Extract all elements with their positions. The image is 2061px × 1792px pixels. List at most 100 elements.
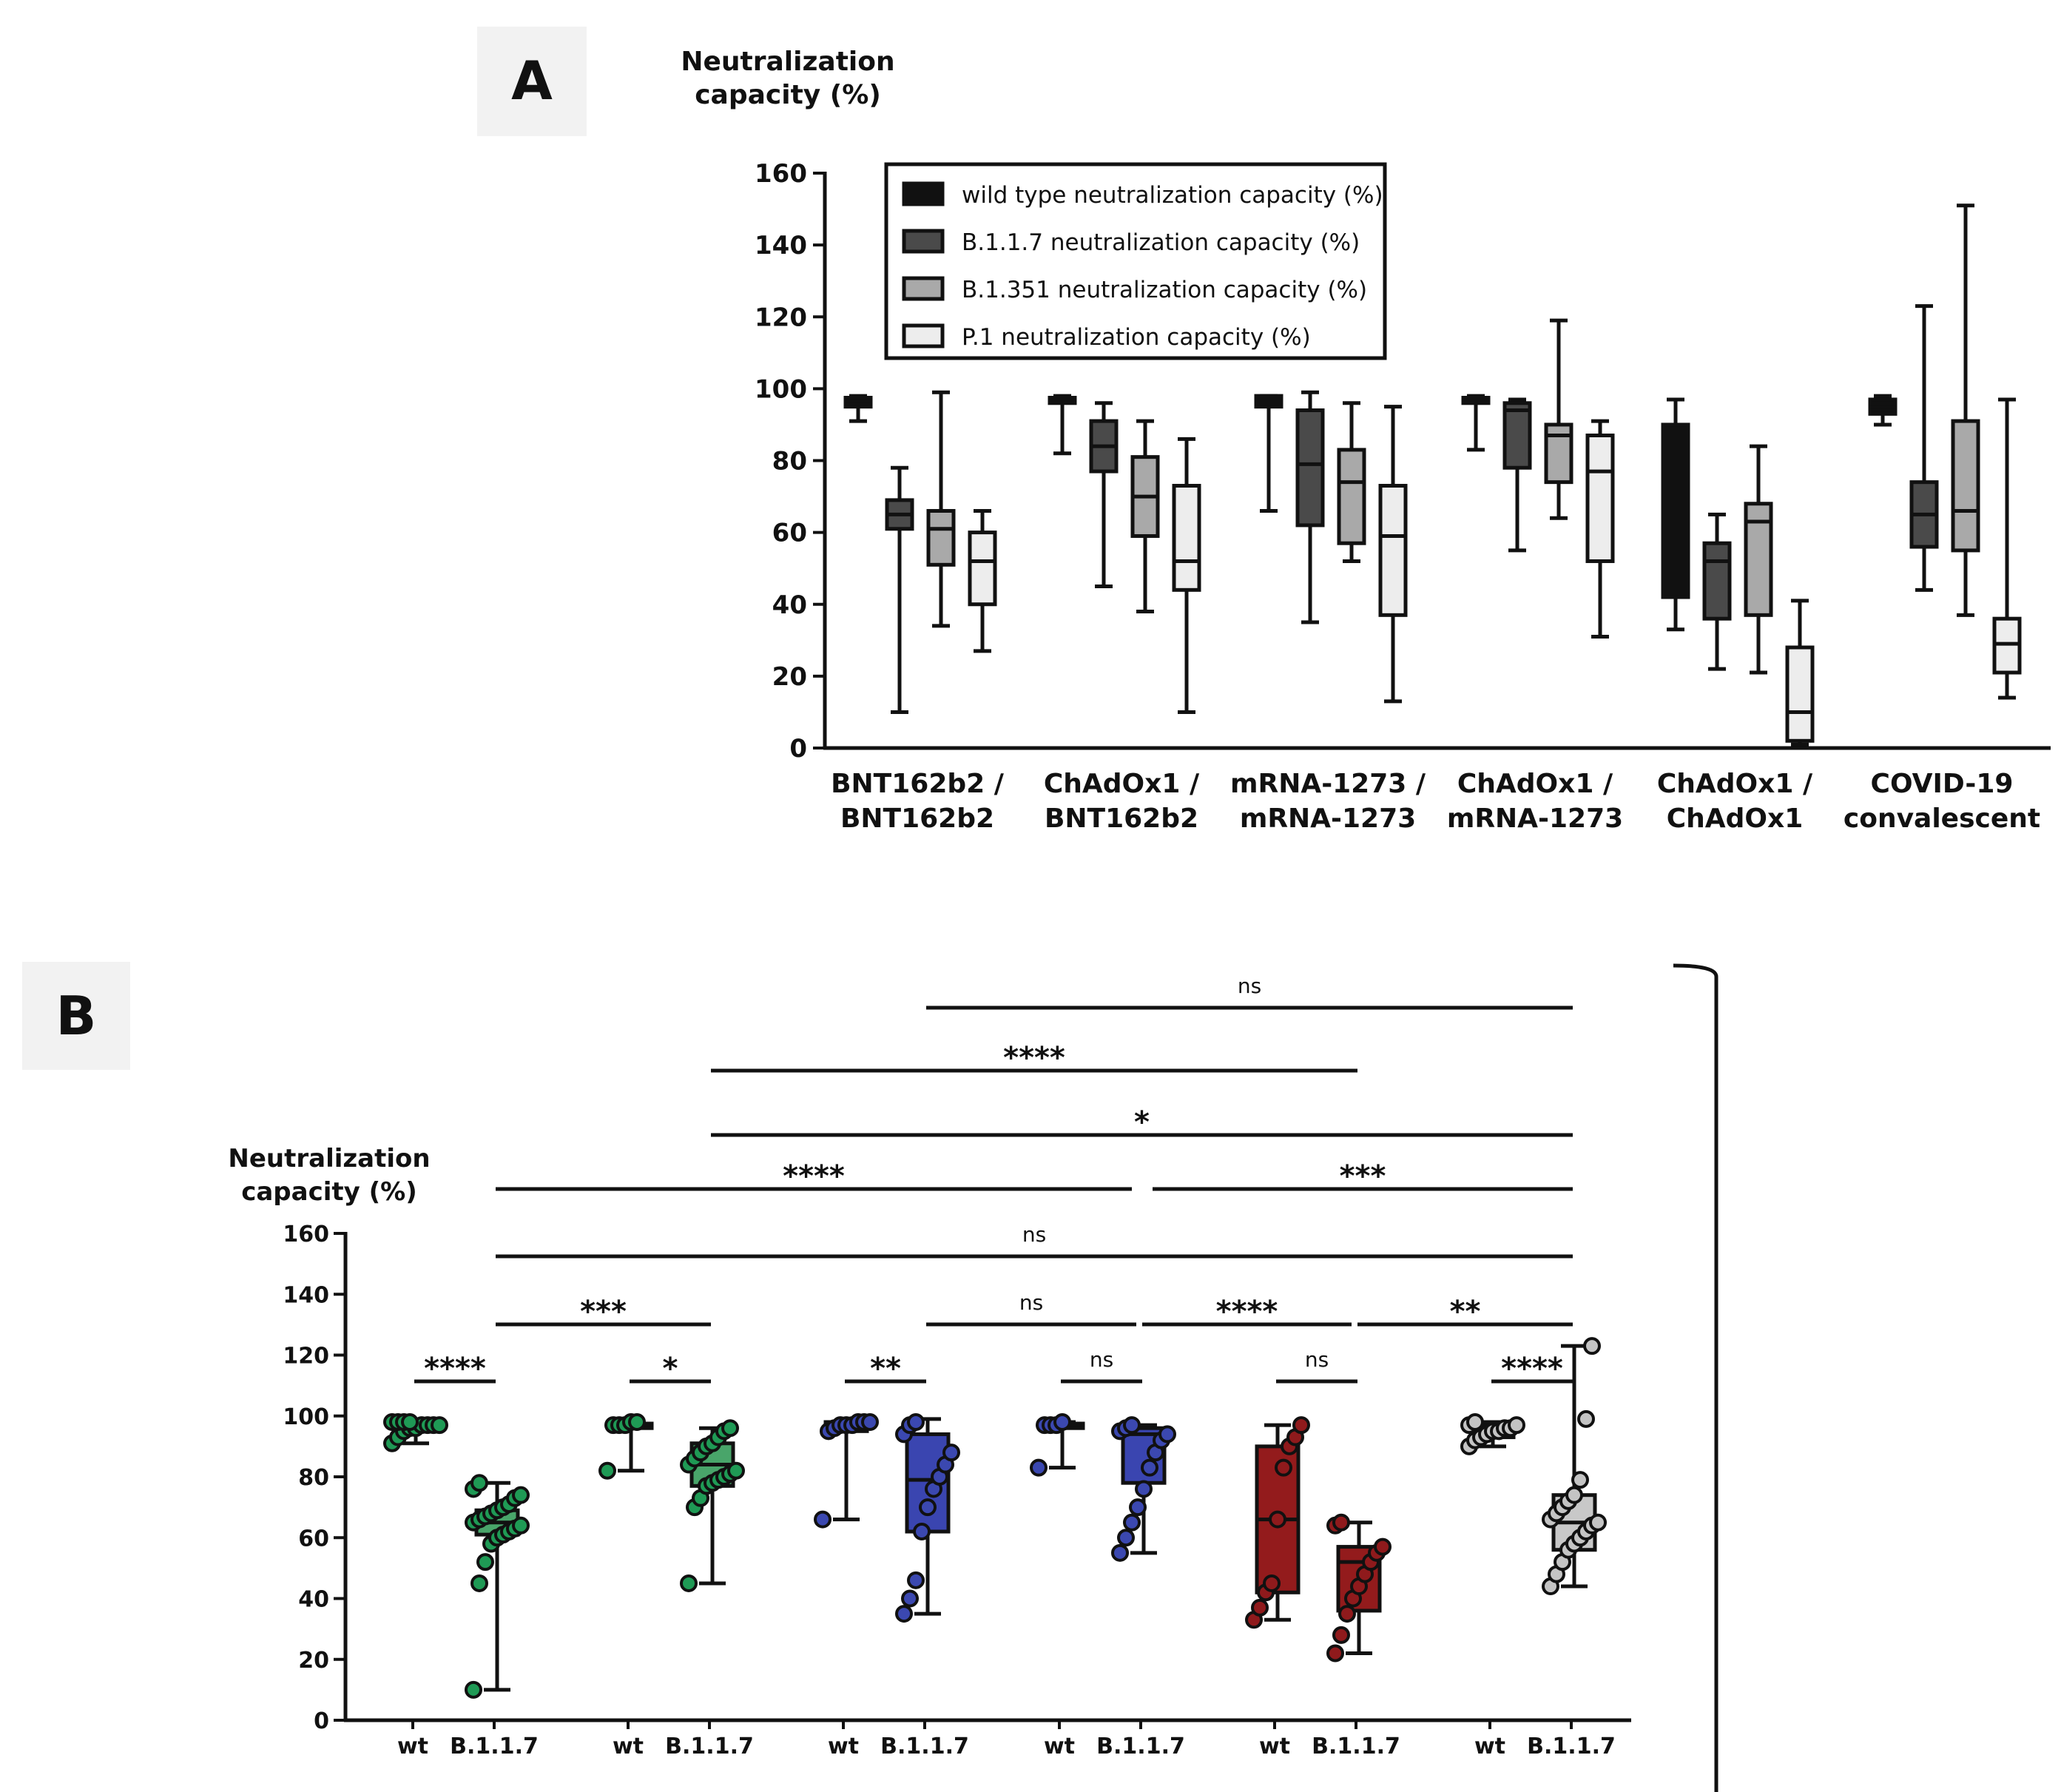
panel-a-axes: 0 20 40 60 80 100 120 140 160: [755, 159, 2051, 764]
panel-b-data-point: [727, 1461, 745, 1480]
panel-b-x-tick-label: B.1.1.7: [665, 1734, 754, 1759]
panel-a-legend-swatch: [902, 229, 945, 254]
panel-a-box-body: [926, 508, 956, 567]
panel-a-box-body: [1378, 483, 1408, 617]
panel-b-data-point: [1111, 1543, 1129, 1562]
panel-b-comparisons: **** * ** ns ns ******* ns **** **ns**** ********…: [414, 974, 1573, 1386]
panel-a-group-label-line1: ChAdOx1 /: [1657, 769, 1813, 799]
panel-b-data-point: [913, 1523, 931, 1541]
panel-a-legend-swatch: [902, 181, 945, 206]
panel-b-axes: 0 20 40 60 80 100 120 140 160: [283, 1222, 1631, 1734]
panel-a-box-body: [1502, 401, 1532, 470]
panel-b-data-point: [1251, 1598, 1269, 1617]
panel-b-comparison-label: ****: [1216, 1295, 1278, 1329]
panel-a-y-tick-label: 140: [755, 231, 807, 260]
panel-b-data-point: [1129, 1498, 1147, 1517]
panel-b-comparison-label: ****: [424, 1352, 486, 1386]
panel-a-box: [1744, 444, 1773, 675]
panel-b-data-point: [470, 1474, 488, 1492]
panel-b-x-tick-label: wt: [828, 1734, 859, 1759]
panel-b-comparison-label: ns: [1305, 1347, 1329, 1372]
panel-b-y-tick-label: 120: [283, 1344, 329, 1370]
panel-b-data-point: [1571, 1471, 1589, 1489]
panel-a-group-label-line1: mRNA-1273 /: [1230, 769, 1426, 799]
panel-b-data-point: [1123, 1416, 1141, 1435]
panel-b-y-tick-label: 60: [298, 1526, 329, 1552]
panel-a-legend-label: B.1.351 neutralization capacity (%): [962, 277, 1367, 303]
panel-b-data-point: [1338, 1605, 1356, 1623]
panel-a-group-label-line2: BNT162b2: [840, 804, 994, 834]
panel-a-legend-label: P.1 neutralization capacity (%): [962, 324, 1311, 351]
panel-b-data-point: [470, 1574, 488, 1592]
panel-a-box-body: [1337, 448, 1366, 545]
panel-a-group-label-line2: mRNA-1273: [1240, 804, 1416, 834]
panel-a-box: [1130, 419, 1160, 613]
panel-b-y-tick-label: 100: [283, 1404, 329, 1430]
panel-a-x-labels: BNT162b2 / BNT162b2 ChAdOx1 / BNT162b2 mRNA-…: [831, 769, 2040, 834]
panel-a-box: [1702, 512, 1732, 671]
panel-b-data-point: [1263, 1574, 1281, 1592]
panel-b-data-point: [1030, 1458, 1048, 1477]
panel-b-data-point: [895, 1605, 913, 1623]
panel-a-group-label-line2: BNT162b2: [1045, 804, 1198, 834]
panel-a-box: [1048, 394, 1077, 456]
panel-b-data-point: [628, 1412, 646, 1431]
panel-b-data-point: [598, 1461, 616, 1480]
panel-a-box: [926, 390, 956, 628]
panel-a-box: [885, 465, 914, 714]
panel-b-data-point: [1577, 1409, 1595, 1428]
panel-a-y-tick-label: 60: [772, 519, 807, 548]
panel-a-box-body: [1172, 483, 1201, 592]
panel-b-y-tick-label: 160: [283, 1222, 329, 1247]
panel-b-ylabel-line2: capacity (%): [241, 1177, 417, 1207]
panel-b-comparison-label: ns: [1022, 1222, 1046, 1247]
panel-b-data-point: [1123, 1513, 1141, 1532]
panel-b-comparison-label: ***: [1340, 1159, 1386, 1193]
panel-b-data-point: [1374, 1537, 1392, 1556]
panel-b-data-point: [476, 1553, 494, 1572]
panel-b-data-point: [721, 1419, 739, 1438]
panel-b-comparison-label: ****: [783, 1159, 845, 1193]
panel-b-boxes: [393, 1344, 1597, 1692]
panel-b-data-point: [907, 1571, 925, 1589]
panel-a-legend-swatch: [902, 276, 945, 301]
panel-a-box: [1992, 397, 2022, 700]
panel-b-x-tick-label: B.1.1.7: [880, 1734, 969, 1759]
panel-a-group-label-line1: ChAdOx1 /: [1457, 769, 1613, 799]
panel-a-group-label-line1: COVID-19: [1871, 769, 2014, 799]
panel-b-comparison-label: *: [663, 1352, 678, 1386]
panel-b-comparison-label: **: [870, 1352, 901, 1386]
panel-a-box-body: [1785, 645, 1815, 743]
panel-b-x-tick-label: wt: [613, 1734, 644, 1759]
panel-a-y-tick-label: 40: [772, 590, 807, 620]
panel-b-ylabel-line1: Neutralization: [228, 1144, 430, 1173]
panel-a-box: [968, 508, 997, 653]
panel-a-box: [1502, 397, 1532, 553]
panel-b-right-bracket: [1673, 963, 1718, 1792]
panel-a-box: [1585, 419, 1615, 639]
panel-b-data-point: [1117, 1529, 1135, 1547]
panel-a-box: [1661, 397, 1690, 632]
panel-b-x-tick-label: wt: [1259, 1734, 1290, 1759]
panel-a-box-body: [1585, 434, 1615, 563]
panel-b-data-point: [919, 1498, 937, 1517]
panel-b-x-labels: wt B.1.1.7 wt B.1.1.7 wt B.1.1.7 wt B.1.1.7 wt B.…: [397, 1734, 1616, 1759]
panel-b-x-tick-label: B.1.1.7: [1312, 1734, 1400, 1759]
panel-b-data-point: [512, 1516, 530, 1535]
panel-a-y-tick-label: 120: [755, 303, 807, 332]
panel-a-y-tick-label: 160: [755, 159, 807, 189]
panel-b-data-point: [1589, 1513, 1607, 1532]
panel-b-x-tick-label: B.1.1.7: [1527, 1734, 1616, 1759]
panel-a-y-tick-label: 100: [755, 374, 807, 404]
panel-b-data-point: [861, 1412, 879, 1431]
panel-b-data-point: [1466, 1412, 1484, 1431]
panel-b-data-point: [1292, 1416, 1310, 1435]
panel-a-legend-swatch: [902, 323, 945, 348]
panel-a-box: [1337, 401, 1366, 563]
panel-a-y-tick-label: 20: [772, 662, 807, 692]
panel-a-legend: wild type neutralization capacity (%) B.1…: [884, 162, 1387, 360]
panel-b-data-point: [680, 1574, 698, 1592]
panel-a-ylabel-line1: Neutralization: [681, 47, 894, 77]
panel-b-x-tick-label: wt: [1474, 1734, 1505, 1759]
panel-b-data-point: [401, 1412, 419, 1431]
